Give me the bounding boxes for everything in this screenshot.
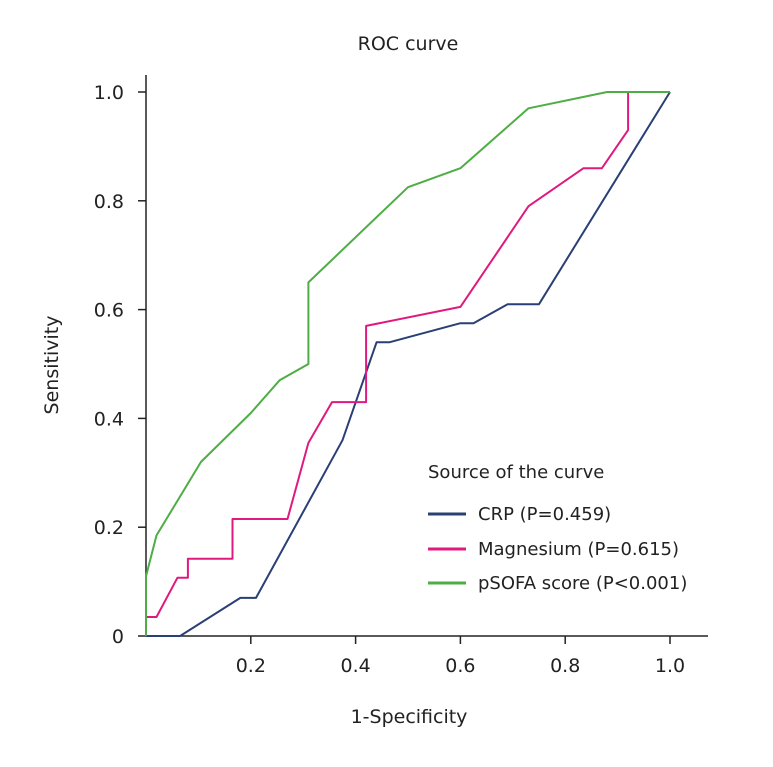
y-tick-label: 0.8	[94, 191, 124, 213]
series-lines	[145, 91, 671, 637]
x-axis-label: 1-Specificity	[351, 706, 468, 728]
x-tick-label: 0.6	[445, 655, 475, 677]
series-line-crp	[146, 91, 671, 637]
y-tick-label: 0	[112, 626, 124, 648]
series-line-psofa-score	[145, 91, 670, 636]
x-tick-label: 1.0	[655, 655, 685, 677]
y-axis-label: Sensitivity	[41, 316, 63, 415]
x-tick-label: 0.8	[550, 655, 580, 677]
legend-label-psofa: pSOFA score (P<0.001)	[478, 573, 687, 594]
legend: Source of the curve CRP (P=0.459) Magnes…	[428, 462, 687, 594]
legend-title: Source of the curve	[428, 462, 604, 483]
y-tick-label: 0.4	[94, 408, 124, 430]
series-line-magnesium	[145, 91, 670, 636]
legend-label-crp: CRP (P=0.459)	[478, 504, 611, 525]
axis-ticks: 0.2 0.4 0.6 0.8 1.0 0 0.2 0.4 0.6 0.8 1.0	[94, 82, 685, 677]
y-tick-label: 0.6	[94, 300, 124, 322]
chart-title: ROC curve	[358, 33, 459, 55]
x-tick-label: 0.2	[236, 655, 266, 677]
legend-label-magnesium: Magnesium (P=0.615)	[478, 539, 679, 560]
y-tick-label: 0.2	[94, 517, 124, 539]
x-tick-label: 0.4	[340, 655, 370, 677]
y-tick-label: 1.0	[94, 82, 124, 104]
